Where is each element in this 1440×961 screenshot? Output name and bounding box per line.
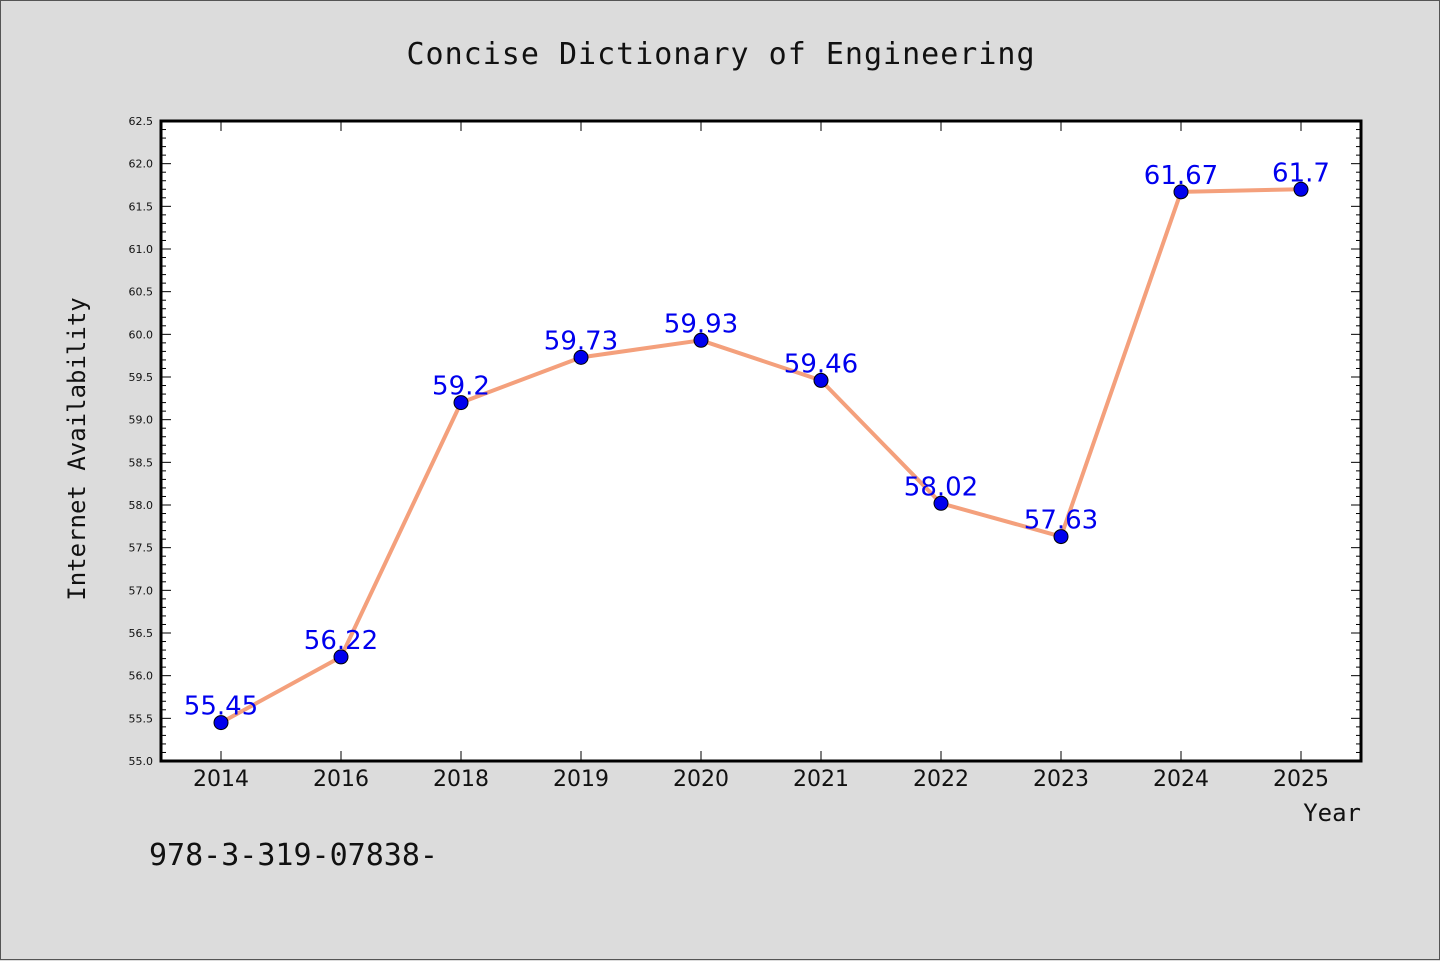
data-label: 59.73 (544, 326, 618, 356)
series-layer (213, 181, 1309, 731)
y-tick-label: 59.0 (129, 414, 154, 427)
data-label: 59.46 (784, 349, 858, 379)
data-point (813, 372, 829, 388)
x-tick-label: 2020 (673, 767, 729, 792)
data-label: 55.45 (184, 692, 258, 722)
y-tick-label: 57.0 (129, 584, 154, 597)
series-line (219, 187, 1303, 725)
x-tick-label: 2024 (1153, 767, 1209, 792)
data-labels: 55.45 56.22 59.2 59.73 59.93 59.46 58.02 57.63 6… (184, 158, 1330, 721)
y-tick-label: 55.5 (129, 712, 154, 725)
chart-title: Concise Dictionary of Engineering (406, 37, 1035, 72)
data-point (1173, 184, 1189, 200)
x-tick-label: 2022 (913, 767, 969, 792)
y-tick-label: 56.5 (129, 627, 154, 640)
y-tick-label: 62.5 (129, 115, 154, 128)
y-tick-label: 58.0 (129, 499, 154, 512)
data-label: 59.93 (664, 309, 738, 339)
data-label: 57.63 (1024, 506, 1098, 536)
y-tick-label: 59.5 (129, 371, 154, 384)
data-point (213, 715, 229, 731)
data-label: 61.7 (1272, 158, 1330, 188)
x-tick-label: 2014 (193, 767, 249, 792)
x-tick-label: 2025 (1273, 767, 1329, 792)
data-label: 56.22 (304, 626, 378, 656)
x-tick-label: 2018 (433, 767, 489, 792)
y-tick-label: 60.5 (129, 286, 154, 299)
y-tick-label: 61.5 (129, 200, 154, 213)
y-tick-label: 61.0 (129, 243, 154, 256)
y-tick-label: 55.0 (129, 755, 154, 768)
x-tick-label: 2021 (793, 767, 849, 792)
data-label: 58.02 (904, 472, 978, 502)
y-tick-label: 58.5 (129, 456, 154, 469)
y-axis-label: Internet Availability (63, 297, 91, 600)
data-label: 59.2 (432, 372, 490, 402)
x-tick-label: 2016 (313, 767, 369, 792)
data-point (1293, 181, 1309, 197)
plot-area (159, 119, 1363, 763)
x-axis-label: Year (1303, 799, 1361, 827)
y-axis: 55.0 55.5 56.0 56.5 57.0 57.5 58.0 58.5 59.0 59.5… (129, 115, 1361, 768)
x-axis: 2014 2016 2018 2019 2020 2021 2022 2023 2024 2025 (193, 121, 1329, 792)
y-tick-label: 60.0 (129, 328, 154, 341)
footer-isbn: 978-3-319-07838- (149, 838, 438, 873)
data-point (333, 649, 349, 665)
x-tick-label: 2023 (1033, 767, 1089, 792)
data-point (693, 332, 709, 348)
y-tick-label: 57.5 (129, 542, 154, 555)
y-tick-label: 56.0 (129, 670, 154, 683)
data-point (933, 495, 949, 511)
data-point (1053, 529, 1069, 545)
y-tick-label: 62.0 (129, 158, 154, 171)
data-point (453, 395, 469, 411)
x-tick-label: 2019 (553, 767, 609, 792)
data-label: 61.67 (1144, 161, 1218, 191)
data-point (573, 349, 589, 365)
